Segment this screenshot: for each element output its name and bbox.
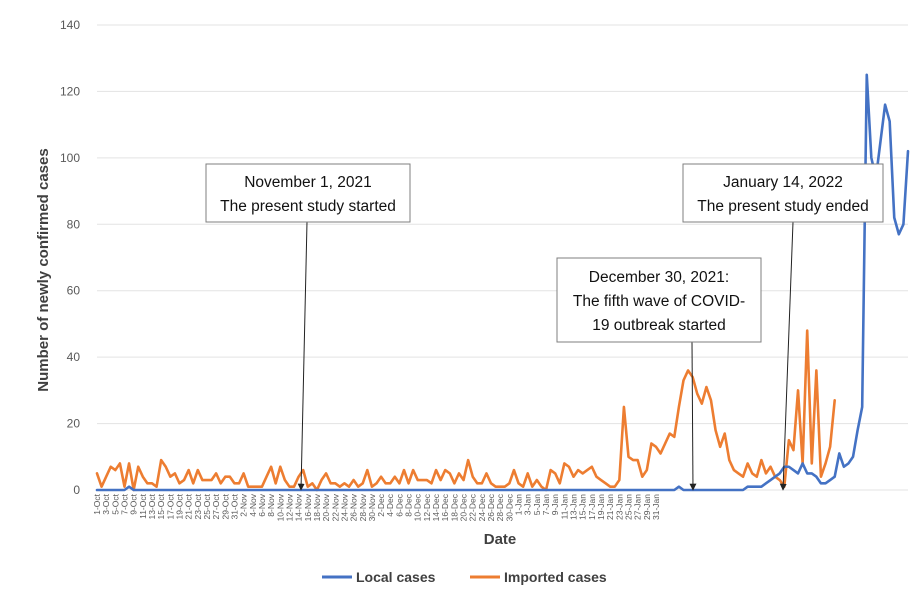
- x-tick-label: 20-Dec: [459, 493, 469, 521]
- x-tick-label: 29-Oct: [220, 493, 230, 519]
- x-tick-label: 23-Oct: [193, 493, 203, 519]
- gridlines: [97, 24, 908, 491]
- x-tick-label: 18-Nov: [312, 493, 322, 521]
- x-tick-label: 30-Nov: [367, 493, 377, 521]
- x-tick-label: 23-Jan: [614, 494, 624, 520]
- series-line-imported: [95, 329, 836, 492]
- y-tick-label: 100: [60, 151, 80, 165]
- y-tick-label: 0: [73, 483, 80, 497]
- x-tick-label: 18-Dec: [449, 493, 459, 521]
- x-tick-label: 12-Nov: [284, 493, 294, 521]
- x-tick-label: 1-Oct: [92, 493, 102, 514]
- x-tick-label: 8-Dec: [404, 493, 414, 516]
- annotations: November 1, 2021 The present study starte…: [205, 163, 884, 491]
- x-tick-label: 9-Jan: [550, 494, 560, 516]
- y-tick-label: 120: [60, 84, 80, 98]
- y-tick-label: 40: [67, 350, 81, 364]
- x-tick-label: 25-Jan: [624, 494, 634, 520]
- x-tick-label: 13-Oct: [147, 493, 157, 519]
- x-tick-label: 26-Nov: [349, 493, 359, 521]
- annotation-arrow-wave: [689, 341, 697, 491]
- x-tick-label: 24-Nov: [339, 493, 349, 521]
- x-tick-label: 29-Jan: [642, 494, 652, 520]
- annotation-text-start: November 1, 2021: [244, 174, 372, 191]
- y-axis-ticks: 0 20 40 60 80 100 120 140: [60, 18, 80, 497]
- x-tick-label: 17-Oct: [165, 493, 175, 519]
- x-axis-title: Date: [484, 531, 517, 548]
- x-tick-label: 31-Oct: [229, 493, 239, 519]
- x-tick-label: 11-Jan: [559, 494, 569, 520]
- x-tick-label: 2-Dec: [376, 493, 386, 516]
- x-tick-label: 19-Jan: [596, 494, 606, 520]
- x-tick-label: 17-Jan: [587, 494, 597, 520]
- x-tick-label: 24-Dec: [477, 493, 487, 521]
- annotation-text-wave: December 30, 2021:: [589, 269, 729, 286]
- annotation-text-start: The present study started: [220, 198, 396, 215]
- y-tick-label: 80: [67, 217, 81, 231]
- x-axis-ticks: 1-Oct 3-Oct 5-Oct 7-Oct 9-Oct 11-Oct 13-Oct 15-…: [92, 493, 661, 521]
- x-tick-label: 20-Nov: [321, 493, 331, 521]
- x-tick-label: 2-Nov: [239, 493, 249, 516]
- x-tick-label: 5-Jan: [532, 494, 542, 516]
- legend-label-imported: Imported cases: [504, 569, 607, 585]
- x-tick-label: 28-Nov: [358, 493, 368, 521]
- x-tick-label: 30-Dec: [504, 493, 514, 521]
- x-tick-label: 26-Dec: [486, 493, 496, 521]
- annotation-text-wave: The fifth wave of COVID-: [573, 293, 745, 310]
- legend-label-local: Local cases: [356, 569, 436, 585]
- x-tick-label: 27-Jan: [633, 494, 643, 520]
- annotation-text-end: January 14, 2022: [723, 174, 843, 191]
- x-tick-label: 3-Jan: [523, 494, 533, 516]
- annotation-box-start: [205, 163, 411, 223]
- y-axis-title: Number of newly confirmed cases: [35, 148, 52, 391]
- x-tick-label: 15-Oct: [156, 493, 166, 519]
- x-tick-label: 9-Oct: [129, 493, 139, 514]
- y-tick-label: 60: [67, 284, 81, 298]
- x-tick-label: 22-Dec: [468, 493, 478, 521]
- x-tick-label: 28-Dec: [495, 493, 505, 521]
- x-tick-label: 8-Nov: [266, 493, 276, 516]
- x-tick-label: 15-Jan: [578, 494, 588, 520]
- annotation-text-end: The present study ended: [697, 198, 868, 215]
- x-tick-label: 19-Oct: [174, 493, 184, 519]
- x-tick-label: 7-Jan: [541, 494, 551, 516]
- annotation-box-wave: [556, 257, 762, 343]
- x-tick-label: 12-Dec: [422, 493, 432, 521]
- x-tick-label: 13-Jan: [569, 494, 579, 520]
- x-tick-label: 10-Nov: [275, 493, 285, 521]
- x-tick-label: 6-Dec: [394, 493, 404, 516]
- x-tick-label: 10-Dec: [413, 493, 423, 521]
- annotation-text-wave: 19 outbreak started: [592, 317, 726, 334]
- y-tick-label: 20: [67, 417, 81, 431]
- x-tick-label: 25-Oct: [202, 493, 212, 519]
- x-tick-label: 22-Nov: [330, 493, 340, 521]
- x-tick-label: 3-Oct: [101, 493, 111, 514]
- x-tick-label: 4-Nov: [248, 493, 258, 516]
- x-tick-label: 21-Oct: [184, 493, 194, 519]
- x-tick-label: 31-Jan: [651, 494, 661, 520]
- legend: Local cases Imported cases: [322, 569, 607, 585]
- x-tick-label: 21-Jan: [605, 494, 615, 520]
- series-line-local: [95, 73, 910, 492]
- x-tick-label: 11-Oct: [138, 493, 148, 519]
- x-tick-label: 5-Oct: [110, 493, 120, 514]
- y-tick-label: 140: [60, 18, 80, 32]
- x-tick-label: 27-Oct: [211, 493, 221, 519]
- x-tick-label: 1-Jan: [514, 494, 524, 516]
- x-tick-label: 6-Nov: [257, 493, 267, 516]
- annotation-arrow-end: [779, 221, 794, 491]
- x-tick-label: 4-Dec: [385, 493, 395, 516]
- x-tick-label: 16-Nov: [303, 493, 313, 521]
- series-lines: [95, 73, 910, 492]
- annotation-arrow-start: [297, 221, 308, 491]
- x-tick-label: 14-Nov: [294, 493, 304, 521]
- annotation-box-end: [682, 163, 884, 223]
- x-tick-label: 16-Dec: [440, 493, 450, 521]
- x-tick-label: 14-Dec: [431, 493, 441, 521]
- x-tick-label: 7-Oct: [119, 493, 129, 514]
